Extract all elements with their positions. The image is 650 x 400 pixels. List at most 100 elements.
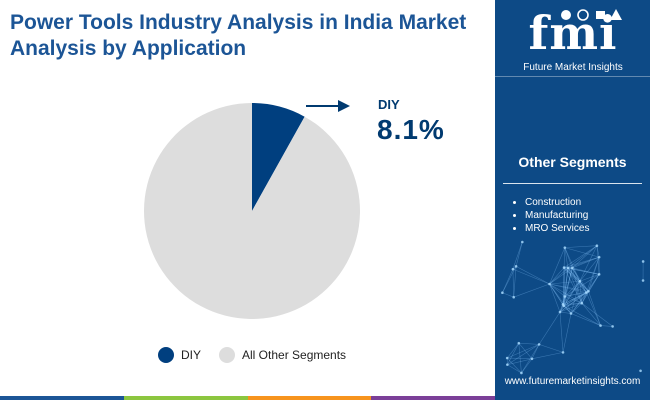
network-line [570, 281, 581, 314]
network-node [520, 371, 523, 375]
network-line [563, 267, 580, 282]
network-background-graphic [501, 240, 645, 375]
network-line [572, 245, 598, 269]
segments-divider [503, 183, 642, 184]
globe-icon [577, 9, 589, 21]
network-line [549, 267, 573, 285]
network-line [507, 357, 532, 360]
network-node [585, 291, 588, 294]
network-line [531, 344, 540, 359]
network-line [567, 267, 589, 292]
network-line [596, 245, 600, 275]
network-line [515, 266, 550, 285]
network-line [562, 296, 566, 305]
network-line [564, 267, 600, 275]
title-line-2: Analysis by Application [10, 37, 247, 60]
network-node [563, 246, 567, 249]
network-line [502, 266, 517, 293]
network-line [579, 274, 600, 282]
callout-arrow-icon [306, 100, 350, 112]
network-line [563, 267, 573, 306]
network-line [563, 247, 566, 268]
network-node [578, 279, 582, 283]
network-line [549, 247, 566, 285]
legend-swatch-diy [158, 347, 174, 363]
network-line [562, 268, 569, 305]
callout-label: DIY [378, 97, 400, 112]
legend-label-other-segments: All Other Segments [242, 348, 347, 362]
network-node [641, 260, 645, 263]
network-line [579, 256, 600, 282]
network-node [570, 266, 574, 270]
network-line [567, 267, 583, 304]
network-line [518, 343, 533, 359]
network-line [586, 257, 600, 293]
network-node [506, 363, 509, 366]
network-line [563, 305, 601, 326]
network-node [587, 289, 590, 293]
network-line [586, 274, 600, 293]
network-line [564, 247, 581, 282]
network-node [566, 266, 570, 270]
network-node [521, 240, 524, 244]
network-line [559, 312, 564, 353]
network-node [580, 301, 584, 305]
network-node [548, 282, 551, 286]
network-line [549, 280, 580, 285]
network-line [513, 283, 550, 298]
network-line [521, 358, 533, 374]
network-line [562, 302, 582, 305]
legend-swatch-other-segments [219, 347, 236, 363]
network-line [564, 268, 569, 297]
science-icon [610, 9, 622, 20]
network-line [600, 325, 613, 327]
network-line [563, 292, 587, 307]
network-line [562, 267, 565, 305]
pie-slice-diy [252, 103, 305, 211]
website-url[interactable]: www.futuremarketinsights.com [504, 376, 641, 387]
legend-item-other-segments: All Other Segments [219, 347, 346, 363]
industry-icon [596, 11, 605, 19]
network-line [515, 241, 523, 267]
chart-legend: DIY All Other Segments [158, 346, 364, 364]
network-line [567, 267, 581, 282]
network-line [567, 245, 598, 269]
network-line [538, 344, 564, 353]
network-node [611, 325, 614, 328]
network-line [579, 281, 583, 304]
network-line [507, 343, 520, 365]
network-node [561, 351, 565, 354]
network-line [570, 292, 587, 314]
network-line [563, 267, 587, 293]
network-line [579, 281, 587, 293]
network-line [563, 281, 581, 307]
network-line [586, 292, 601, 326]
network-line [521, 344, 540, 374]
network-node [595, 244, 599, 248]
network-line [564, 296, 582, 304]
segment-construction: Construction [525, 196, 589, 209]
network-node [597, 255, 601, 259]
network-line [563, 290, 589, 307]
network-line [549, 283, 564, 307]
network-line [570, 302, 583, 314]
network-line [549, 283, 583, 304]
pie-chart [144, 103, 360, 319]
network-line [588, 291, 601, 326]
network-line [559, 291, 589, 313]
network-line [531, 352, 564, 360]
network-node [558, 310, 562, 314]
logo-icon-strip [561, 9, 622, 21]
network-line [549, 283, 566, 297]
network-node [563, 295, 567, 298]
network-line [538, 311, 561, 345]
network-line [512, 269, 515, 298]
network-line [502, 269, 514, 293]
other-segments-title: Other Segments [518, 154, 627, 170]
network-line [564, 247, 600, 258]
network-line [564, 267, 573, 297]
network-node [641, 279, 645, 282]
network-line [572, 267, 600, 275]
network-line [564, 290, 589, 297]
network-line [559, 302, 582, 313]
